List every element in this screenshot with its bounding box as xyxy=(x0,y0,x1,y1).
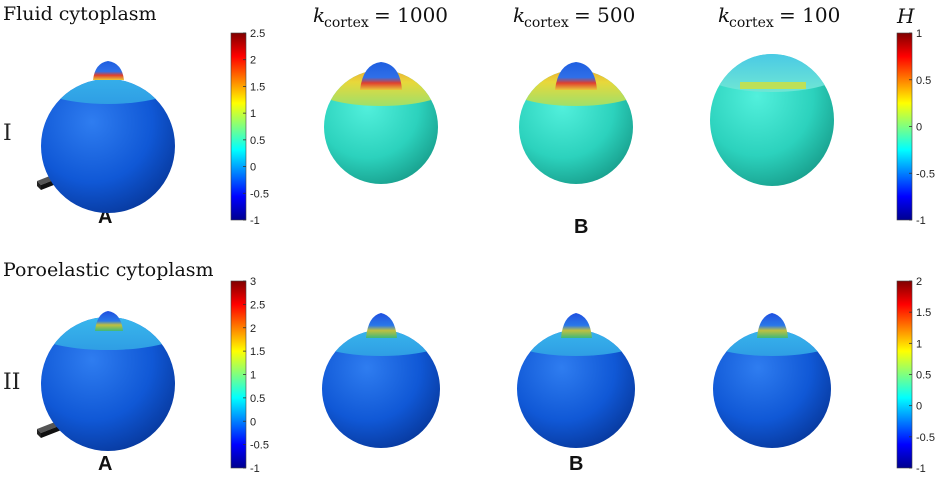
colorbar-tick-label: -0.5 xyxy=(916,432,935,444)
colorbar-tick-label: 0 xyxy=(916,401,922,413)
k-subscript: cortex xyxy=(324,15,369,31)
k-symbol: k xyxy=(513,3,525,27)
colorbar-tick-label: 0 xyxy=(250,162,256,174)
k-subscript: cortex xyxy=(729,15,774,31)
k-value-100: = 100 xyxy=(779,3,840,27)
colorbar-ticks: 1 0.5 0 -0.5 -1 xyxy=(909,28,935,227)
k-subscript: cortex xyxy=(524,15,569,31)
colorbar-tick-label: 2.5 xyxy=(250,299,265,311)
colorbar-tick-label: 2 xyxy=(250,323,256,335)
colorbar-tick-label: 3 xyxy=(250,276,256,288)
panel-label-a-row2: A xyxy=(98,453,112,475)
cell-fluid-k500 xyxy=(519,62,633,184)
colorbar-tick-label: 0 xyxy=(916,122,922,134)
column-header-3: k cortex = 100 xyxy=(718,3,840,31)
colorbar-row2-b: 2 1.5 1 0.5 0 -0.5 -1 xyxy=(896,276,935,475)
colorbar-tick-label: 1 xyxy=(250,108,256,120)
colorbar-ticks: 2.5 2 1.5 1 0.5 0 -0.5 -1 xyxy=(243,28,269,227)
k-value-1000: = 1000 xyxy=(374,3,448,27)
colorbar-tick-label: -0.5 xyxy=(250,440,269,452)
panel-label-b-row2: B xyxy=(569,453,583,475)
colorbar-tick-label: 0 xyxy=(250,416,256,428)
cell-fluid-k100 xyxy=(710,54,834,186)
colorbar-tick-label: -1 xyxy=(250,463,260,475)
colorbar-tick-label: 2 xyxy=(916,276,922,288)
colorbar-ticks: 2 1.5 1 0.5 0 -0.5 -1 xyxy=(909,276,935,475)
colorbar-tick-label: 1.5 xyxy=(250,81,265,93)
colorbar-tick-label: -1 xyxy=(916,463,926,475)
colorbar-tick-label: 1.5 xyxy=(916,307,931,319)
colorbar-ticks: 3 2.5 2 1.5 1 0.5 0 -0.5 -1 xyxy=(243,276,269,475)
colorbar-tick-label: 2 xyxy=(250,55,256,67)
row1-roman: I xyxy=(3,121,12,146)
column-header-2: k cortex = 500 xyxy=(513,3,635,31)
colorbar-tick-label: 1 xyxy=(250,370,256,382)
cell-poroelastic-k100 xyxy=(713,313,831,448)
cell-poroelastic-a xyxy=(41,311,175,451)
cell-fluid-k1000 xyxy=(324,62,438,184)
colorbar-tick-label: -0.5 xyxy=(916,168,935,180)
panel-label-b-row1: B xyxy=(574,216,588,238)
row1-title: Fluid cytoplasm xyxy=(3,3,157,25)
cell-fluid-a xyxy=(41,61,175,213)
colorbar-tick-label: 0.5 xyxy=(250,135,265,147)
colorbar-tick-label: 2.5 xyxy=(250,28,265,40)
row2-title: Poroelastic cytoplasm xyxy=(3,259,214,281)
colorbar-row1-b: 1 0.5 0 -0.5 -1 xyxy=(896,28,935,227)
row2-roman: II xyxy=(3,370,20,395)
k-symbol: k xyxy=(313,3,325,27)
colorbar-tick-label: 1.5 xyxy=(250,346,265,358)
colorbar-row1-a: 2.5 2 1.5 1 0.5 0 -0.5 -1 xyxy=(230,28,269,227)
colorbar-tick-label: -1 xyxy=(250,215,260,227)
k-symbol: k xyxy=(718,3,730,27)
colorbar-tick-label: -0.5 xyxy=(250,188,269,200)
column-header-1: k cortex = 1000 xyxy=(313,3,448,31)
cell-poroelastic-k1000 xyxy=(322,313,440,448)
colorbar-tick-label: 0.5 xyxy=(250,393,265,405)
svg-text:k: k xyxy=(313,3,325,27)
colorbar-tick-label: 0.5 xyxy=(916,75,931,87)
colorbar-tick-label: 1 xyxy=(916,28,922,40)
colorbar-tick-label: 1 xyxy=(916,338,922,350)
colorbar-row2-a: 3 2.5 2 1.5 1 0.5 0 -0.5 -1 xyxy=(230,276,269,475)
curvature-symbol: H xyxy=(896,4,915,28)
k-value-500: = 500 xyxy=(574,3,635,27)
cell-poroelastic-k500 xyxy=(517,313,635,448)
colorbar-tick-label: -1 xyxy=(916,215,926,227)
colorbar-tick-label: 0.5 xyxy=(916,370,931,382)
